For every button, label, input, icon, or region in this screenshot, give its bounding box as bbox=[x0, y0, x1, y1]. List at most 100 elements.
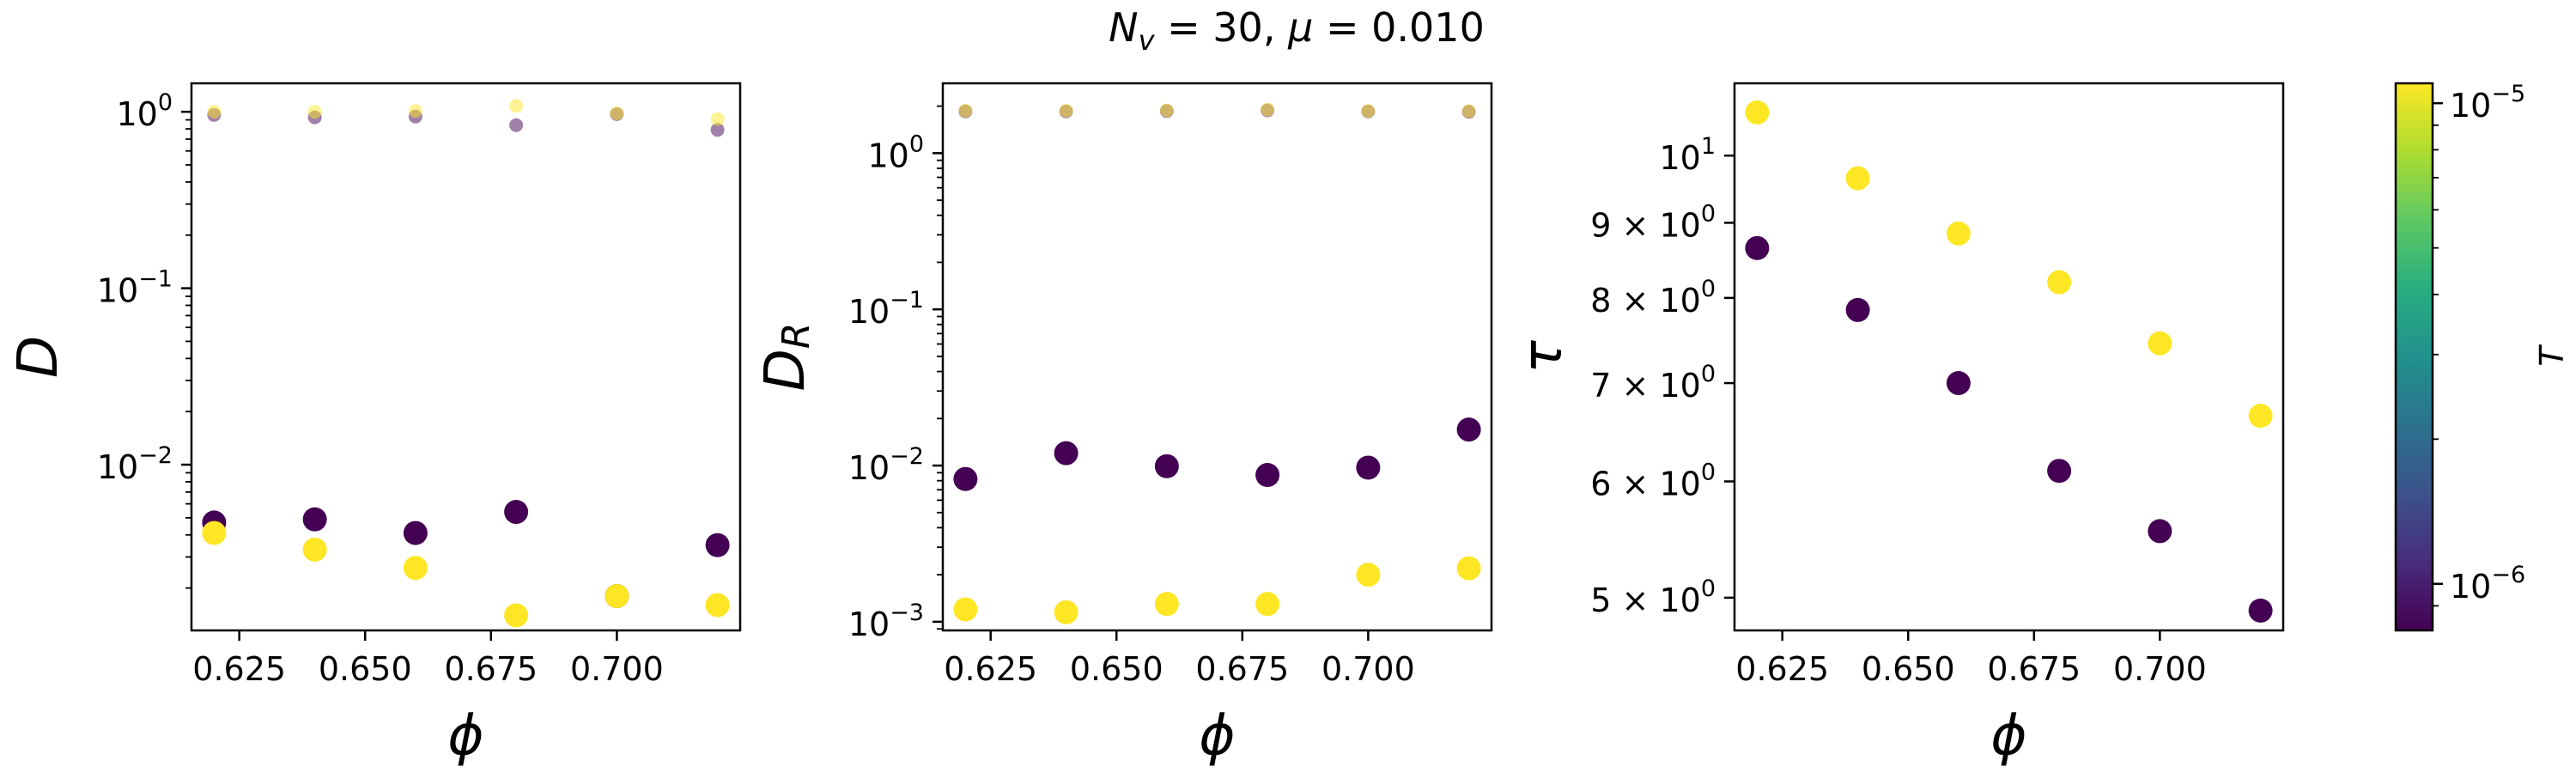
data-point bbox=[1059, 103, 1073, 118]
y-tick-label: 6 × 100 bbox=[1590, 460, 1716, 503]
x-tick-label: 0.700 bbox=[2113, 650, 2207, 688]
colorbar-tick-exponent: −5 bbox=[2491, 81, 2525, 107]
data-point bbox=[605, 584, 629, 609]
y-tick-exponent: −2 bbox=[890, 443, 924, 470]
data-point bbox=[1745, 235, 1770, 260]
y-tick-exponent: 0 bbox=[1701, 200, 1716, 227]
data-point bbox=[1456, 417, 1481, 442]
data-point bbox=[1356, 563, 1381, 587]
y-tick-label: 10−2 bbox=[848, 443, 924, 487]
series-faint-high-t bbox=[958, 102, 1476, 119]
y-axis-label-main: τ bbox=[1511, 340, 1575, 374]
colorbar-tick-label: 10−5 bbox=[2450, 81, 2525, 125]
y-tick-exponent: −3 bbox=[890, 600, 924, 626]
x-axis-label: ϕ bbox=[447, 704, 483, 768]
y-tick-exponent: 1 bbox=[1701, 133, 1716, 160]
y-tick-label: 100 bbox=[867, 131, 924, 174]
x-tick-label: 0.625 bbox=[1735, 650, 1829, 688]
data-point bbox=[302, 507, 327, 532]
series-faint-high-t bbox=[207, 99, 725, 126]
x-tick-label: 0.650 bbox=[319, 650, 412, 688]
y-tick-mantissa: 10 bbox=[1659, 206, 1700, 244]
data-point bbox=[1461, 104, 1476, 119]
series-main-low-t bbox=[953, 417, 1481, 491]
data-point bbox=[705, 593, 730, 618]
x-tick-label: 0.675 bbox=[1195, 650, 1289, 688]
title-nv-value: = 30, bbox=[1155, 4, 1289, 51]
data-point bbox=[202, 520, 227, 545]
data-point bbox=[403, 556, 428, 581]
colorbar-tick-mantissa: 10 bbox=[2450, 568, 2491, 606]
y-tick-prefix: 9 × bbox=[1590, 206, 1659, 244]
axes-frame bbox=[190, 82, 742, 632]
x-tick-label: 0.625 bbox=[192, 650, 286, 688]
y-tick-mantissa: 10 bbox=[867, 137, 908, 174]
y-tick-label: 10−1 bbox=[848, 287, 924, 331]
y-tick-mantissa: 10 bbox=[1659, 139, 1700, 177]
y-axis-label: DR bbox=[754, 323, 818, 392]
series-main-low-t bbox=[202, 500, 730, 609]
y-tick-exponent: 0 bbox=[1701, 361, 1716, 387]
data-point bbox=[1159, 103, 1174, 118]
title-mu-value: = 0.010 bbox=[1313, 4, 1484, 51]
series-main-high-t bbox=[953, 556, 1481, 624]
x-tick-label: 0.700 bbox=[1321, 650, 1415, 688]
y-axis-label-main: D bbox=[754, 349, 817, 391]
y-tick-mantissa: 10 bbox=[1659, 282, 1700, 320]
data-point bbox=[705, 533, 730, 557]
y-tick-exponent: 0 bbox=[1701, 276, 1716, 302]
y-tick-exponent: −1 bbox=[890, 287, 924, 313]
title-symbol-mu: μ bbox=[1287, 4, 1313, 51]
data-point bbox=[953, 597, 978, 622]
data-point bbox=[1255, 463, 1280, 488]
series-faint-low-t bbox=[958, 103, 1476, 119]
data-point bbox=[953, 466, 978, 491]
y-tick-label: 101 bbox=[1659, 133, 1716, 177]
y-tick-prefix: 6 × bbox=[1590, 466, 1659, 503]
y-tick-mantissa: 10 bbox=[1659, 466, 1700, 503]
y-tick-label: 9 × 100 bbox=[1590, 200, 1716, 244]
y-tick-exponent: 0 bbox=[1701, 575, 1716, 602]
y-tick-exponent: 0 bbox=[1701, 460, 1716, 486]
x-tick-label: 0.675 bbox=[1987, 650, 2081, 688]
data-point bbox=[1154, 592, 1179, 617]
y-tick-label: 10−3 bbox=[848, 600, 924, 643]
data-point bbox=[710, 112, 725, 126]
data-point bbox=[1845, 166, 1870, 191]
data-point bbox=[504, 603, 529, 628]
data-point bbox=[2248, 598, 2273, 623]
data-point bbox=[504, 500, 529, 525]
data-point bbox=[2148, 519, 2172, 544]
colorbar-gradient bbox=[2394, 82, 2434, 632]
y-tick-mantissa: 10 bbox=[97, 272, 138, 310]
figure-title: Nv = 30, μ = 0.010 bbox=[1109, 4, 1485, 57]
y-tick-mantissa: 10 bbox=[848, 606, 890, 643]
data-point bbox=[1361, 104, 1376, 119]
colorbar-label: T bbox=[2533, 344, 2571, 367]
data-point bbox=[1946, 221, 1971, 246]
y-tick-exponent: 0 bbox=[158, 89, 173, 116]
data-point bbox=[2047, 459, 2072, 484]
y-tick-exponent: 0 bbox=[909, 131, 924, 157]
y-tick-prefix: 8 × bbox=[1590, 282, 1659, 320]
title-subscript-v: v bbox=[1139, 24, 1156, 57]
y-tick-label: 10−2 bbox=[97, 442, 173, 486]
data-point bbox=[1356, 455, 1381, 480]
data-point bbox=[1255, 592, 1280, 617]
x-tick-label: 0.650 bbox=[1070, 650, 1163, 688]
data-point bbox=[302, 537, 327, 562]
y-tick-mantissa: 10 bbox=[1659, 367, 1700, 405]
data-point bbox=[1154, 453, 1179, 478]
axes-frame bbox=[941, 82, 1493, 632]
x-tick-label: 0.625 bbox=[944, 650, 1037, 688]
series-main-high-t bbox=[202, 520, 730, 628]
data-point bbox=[2248, 404, 2273, 429]
y-tick-label: 7 × 100 bbox=[1590, 361, 1716, 405]
y-tick-mantissa: 10 bbox=[116, 95, 157, 133]
y-tick-label: 8 × 100 bbox=[1590, 276, 1716, 320]
y-axis-label-main: D bbox=[7, 336, 70, 378]
